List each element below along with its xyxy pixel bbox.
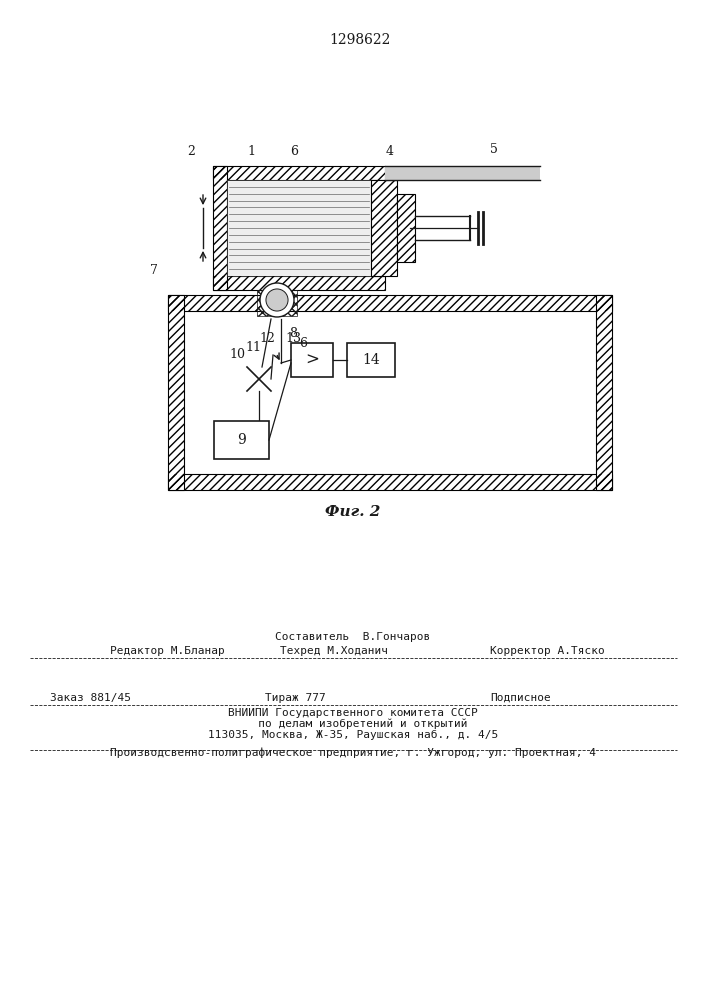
Bar <box>213 276 385 290</box>
Text: >: > <box>305 352 319 368</box>
Bar <box>291 343 333 377</box>
Text: 11: 11 <box>245 341 261 354</box>
Text: 4: 4 <box>386 145 394 158</box>
Bar <box>257 290 297 316</box>
Text: Составитель  В.Гончаров: Составитель В.Гончаров <box>275 632 431 642</box>
Text: ВНИИПИ Государственного комитета СССР: ВНИИПИ Государственного комитета СССР <box>228 708 478 718</box>
Circle shape <box>260 283 294 317</box>
Bar <box>168 474 612 490</box>
Text: 13: 13 <box>285 332 301 345</box>
Text: 10: 10 <box>229 348 245 361</box>
Text: 6: 6 <box>299 337 307 350</box>
Bar <box>168 295 612 311</box>
Text: 6: 6 <box>290 145 298 158</box>
Bar <box>213 276 385 290</box>
Text: Тираж 777: Тираж 777 <box>265 693 326 703</box>
Bar <box>347 343 395 377</box>
Bar <box>168 295 184 490</box>
Text: 2: 2 <box>187 145 195 158</box>
Bar <box>213 166 385 180</box>
Bar <box>168 295 612 311</box>
Text: 1: 1 <box>247 145 255 158</box>
Bar <box>397 194 415 262</box>
Text: Корректор А.Тяско: Корректор А.Тяско <box>490 646 604 656</box>
Bar <box>168 474 612 490</box>
Bar <box>213 166 385 180</box>
Text: 8: 8 <box>289 327 297 340</box>
Text: 7: 7 <box>150 264 158 277</box>
Bar <box>385 166 540 180</box>
Text: Заказ 881/45: Заказ 881/45 <box>50 693 131 703</box>
Bar <box>184 311 596 474</box>
Circle shape <box>266 289 288 311</box>
Bar <box>213 166 227 290</box>
Text: по делам изобретений и открытий: по делам изобретений и открытий <box>238 718 468 729</box>
Text: 9: 9 <box>237 433 246 447</box>
Bar <box>397 194 415 262</box>
Text: 1298622: 1298622 <box>329 33 391 47</box>
Text: Фиг. 2: Фиг. 2 <box>325 505 380 519</box>
Text: Подписное: Подписное <box>490 693 551 703</box>
Text: 14: 14 <box>362 353 380 367</box>
Bar <box>596 295 612 490</box>
Bar <box>371 180 397 276</box>
Bar <box>213 166 227 290</box>
Text: 12: 12 <box>259 332 275 345</box>
Bar <box>371 180 397 276</box>
Bar <box>596 295 612 490</box>
Text: Производсвенно-полиграфическое предприятие, г. Ужгород, ул. Проектная, 4: Производсвенно-полиграфическое предприят… <box>110 748 596 758</box>
Text: Техред М.Ходанич: Техред М.Ходанич <box>280 646 388 656</box>
Text: 5: 5 <box>490 143 498 156</box>
Bar <box>214 421 269 459</box>
Bar <box>227 180 371 276</box>
Bar <box>168 295 184 490</box>
Text: Редактор М.Бланар: Редактор М.Бланар <box>110 646 225 656</box>
Text: 113035, Москва, Ж-35, Раушская наб., д. 4/5: 113035, Москва, Ж-35, Раушская наб., д. … <box>208 730 498 740</box>
